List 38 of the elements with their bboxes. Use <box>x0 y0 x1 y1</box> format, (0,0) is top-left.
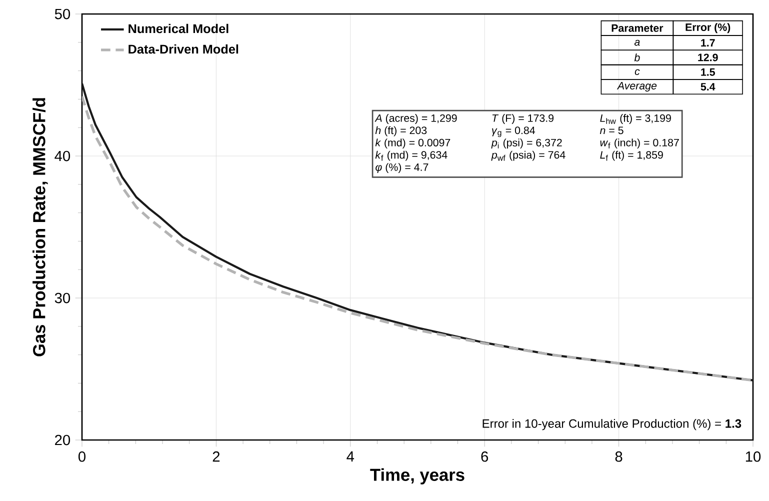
annotation: Error in 10-year Cumulative Production (%) = 1.3 <box>482 418 742 430</box>
annotation: L$_{f}$ (ft) = 1,859 <box>600 150 663 161</box>
x-tick-label: 2 <box>212 451 220 462</box>
annotation: p$_{wf}$ (psia) = 764 <box>491 150 566 161</box>
x-tick-label: 4 <box>346 451 354 462</box>
annotation: k$_{f}$ (md) = 9,634 <box>375 150 448 161</box>
legend-label: Data-Driven Model <box>128 44 238 54</box>
y-axis-title: Gas Production Rate, MMSCF/d <box>32 98 48 356</box>
annotation: k (md) = 0.0097 <box>375 138 450 149</box>
annotation: a <box>634 40 640 46</box>
x-tick-label: 6 <box>481 451 488 462</box>
annotation: 5.4 <box>700 83 716 91</box>
y-tick-label: 20 <box>55 434 70 446</box>
annotation: φ (%) = 4.7 <box>376 163 428 174</box>
annotation: γ$_{g}$ = 0.84 <box>492 126 536 138</box>
legend-label: Numerical Model <box>128 24 228 34</box>
annotation: Average <box>616 82 657 92</box>
x-tick-label: 0 <box>78 451 86 462</box>
y-tick-label: 40 <box>54 150 70 162</box>
y-tick-label: 30 <box>54 292 70 304</box>
annotation: L$_{hw}$ (ft) = 3,199 <box>600 114 671 124</box>
annotation: Error (%) <box>686 23 730 34</box>
annotation: T (F) = 173.9 <box>492 114 554 124</box>
annotation: c <box>634 69 640 76</box>
x-tick-label: 8 <box>615 451 622 462</box>
x-tick-label: 10 <box>746 451 761 462</box>
annotation: 12.9 <box>698 54 718 62</box>
annotation: n = 5 <box>600 126 624 134</box>
annotation: 1.7 <box>701 39 715 46</box>
annotation: w$_{f}$ (inch) = 0.187 <box>600 138 679 149</box>
annotation: b <box>634 54 640 62</box>
annotation: 1.5 <box>701 68 715 76</box>
annotation: p$_{i}$ (psi) = 6,372 <box>491 138 562 149</box>
annotation: A (acres) = 1,299 <box>374 114 457 124</box>
annotation: Parameter <box>612 24 664 32</box>
annotation: h (ft) = 203 <box>375 126 427 136</box>
x-axis-title: Time, years <box>370 468 464 484</box>
y-tick-label: 50 <box>54 8 70 20</box>
